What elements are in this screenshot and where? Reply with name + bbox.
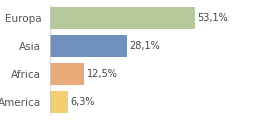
Bar xyxy=(50,35,127,57)
Text: 53,1%: 53,1% xyxy=(198,13,228,23)
Bar xyxy=(50,91,67,113)
Text: 6,3%: 6,3% xyxy=(70,97,95,107)
Bar xyxy=(50,7,195,29)
Bar xyxy=(50,63,85,85)
Text: 12,5%: 12,5% xyxy=(87,69,118,79)
Text: 28,1%: 28,1% xyxy=(130,41,160,51)
